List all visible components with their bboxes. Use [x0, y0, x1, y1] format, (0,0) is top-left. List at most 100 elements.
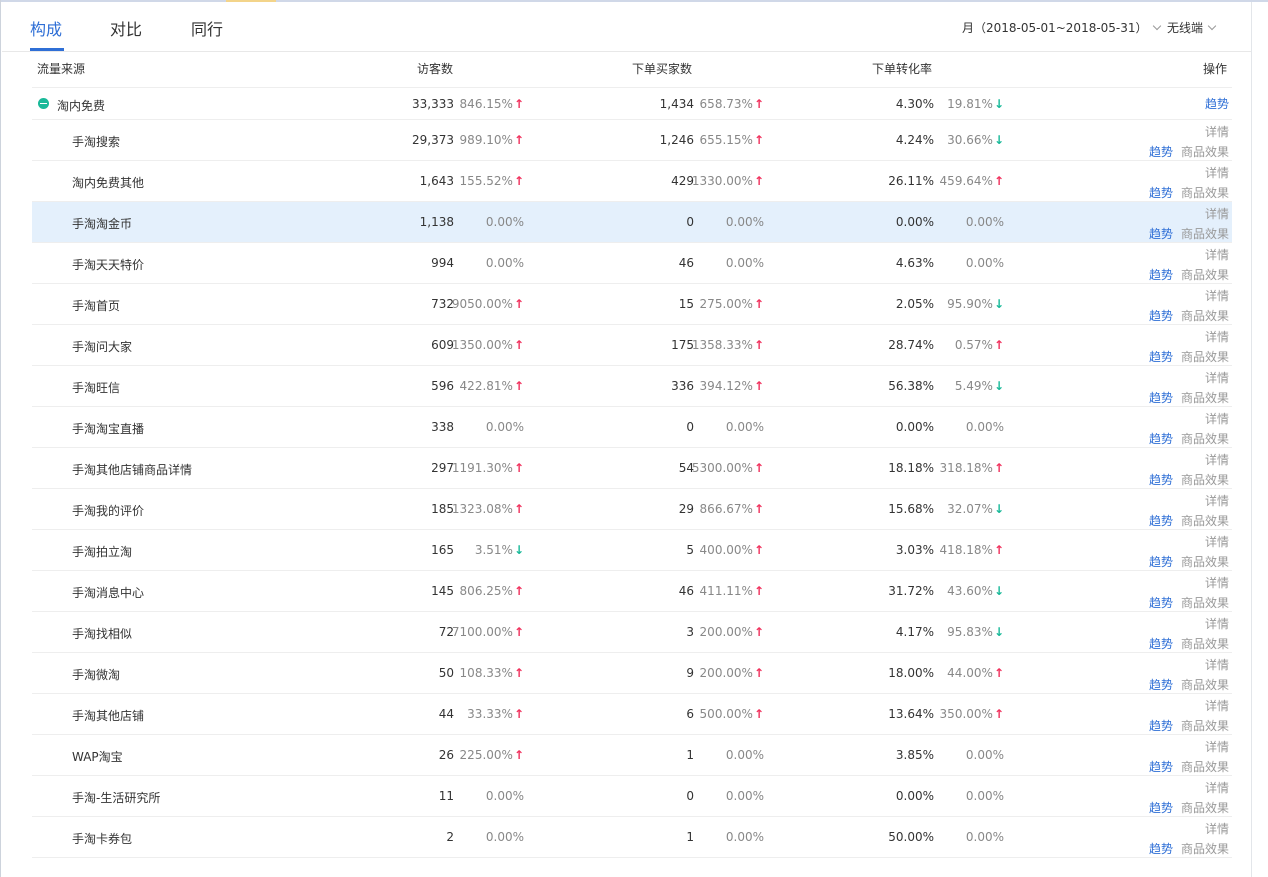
table-row[interactable]: 手淘天天特价 994 0.00% 46 0.00% 4.63% 0.00% 详情…	[32, 243, 1232, 284]
tab-compare[interactable]: 对比	[110, 20, 143, 39]
goods-effect-link[interactable]: 商品效果	[1180, 309, 1229, 323]
detail-link[interactable]: 详情	[1204, 781, 1229, 795]
goods-effect-link[interactable]: 商品效果	[1180, 719, 1229, 733]
buyers-value: 46	[678, 256, 694, 270]
trend-link[interactable]: 趋势	[1148, 473, 1173, 487]
chevron-down-icon	[1152, 21, 1161, 31]
rate-value: 0.00%	[895, 789, 934, 803]
trend-link[interactable]: 趋势	[1148, 596, 1173, 610]
table-row[interactable]: 手淘问大家 609 1350.00%↑ 175 1358.33%↑ 28.74%…	[32, 325, 1232, 366]
table-row[interactable]: 手淘旺信 596 422.81%↑ 336 394.12%↑ 56.38% 5.…	[32, 366, 1232, 407]
goods-effect-link[interactable]: 商品效果	[1180, 760, 1229, 774]
trend-link[interactable]: 趋势	[1148, 145, 1173, 159]
trend-link[interactable]: 趋势	[1148, 555, 1173, 569]
collapse-icon[interactable]	[38, 98, 49, 109]
goods-effect-link[interactable]: 商品效果	[1180, 514, 1229, 528]
source-name: 手淘问大家	[72, 340, 133, 354]
header-visitors[interactable]: 访客数	[417, 62, 454, 76]
table-row[interactable]: 淘内免费其他 1,643 155.52%↑ 429 1330.00%↑ 26.1…	[32, 161, 1232, 202]
rate-value: 4.17%	[895, 625, 934, 639]
trend-link[interactable]: 趋势	[1148, 719, 1173, 733]
visitors-value: 44	[438, 707, 454, 721]
goods-effect-link[interactable]: 商品效果	[1180, 227, 1229, 241]
goods-effect-link[interactable]: 商品效果	[1180, 473, 1229, 487]
device-select[interactable]: 无线端	[1167, 19, 1217, 36]
detail-link[interactable]: 详情	[1204, 207, 1229, 221]
row-ops: 详情 趋势 商品效果	[1149, 368, 1229, 408]
trend-link[interactable]: 趋势	[1148, 760, 1173, 774]
trend-link[interactable]: 趋势	[1148, 637, 1173, 651]
trend-link[interactable]: 趋势	[1148, 227, 1173, 241]
header-buyers[interactable]: 下单买家数	[632, 62, 693, 76]
detail-link[interactable]: 详情	[1204, 453, 1229, 467]
header-rate[interactable]: 下单转化率	[872, 62, 933, 76]
trend-link[interactable]: 趋势	[1204, 97, 1229, 111]
source-name: 手淘淘金币	[72, 217, 133, 231]
table-row-parent[interactable]: 淘内免费 33,333 846.15%↑ 1,434 658.73%↑ 4.30…	[32, 88, 1232, 120]
source-name: 手淘-生活研究所	[72, 791, 161, 805]
tab-peers[interactable]: 同行	[191, 20, 224, 39]
goods-effect-link[interactable]: 商品效果	[1180, 432, 1229, 446]
table-row[interactable]: 手淘卡券包 2 0.00% 1 0.00% 50.00% 0.00% 详情 趋势…	[32, 817, 1232, 858]
detail-link[interactable]: 详情	[1204, 658, 1229, 672]
rate-change: 44.00%↑	[947, 666, 1004, 680]
table-row[interactable]: 手淘拍立淘 165 3.51%↓ 5 400.00%↑ 3.03% 418.18…	[32, 530, 1232, 571]
detail-link[interactable]: 详情	[1204, 617, 1229, 631]
detail-link[interactable]: 详情	[1204, 740, 1229, 754]
table-row[interactable]: WAP淘宝 26 225.00%↑ 1 0.00% 3.85% 0.00% 详情…	[32, 735, 1232, 776]
table-row[interactable]: 手淘其他店铺商品详情 297 1191.30%↑ 54 5300.00%↑ 18…	[32, 448, 1232, 489]
source-name: 手淘天天特价	[72, 258, 145, 272]
detail-link[interactable]: 详情	[1204, 125, 1229, 139]
detail-link[interactable]: 详情	[1204, 822, 1229, 836]
goods-effect-link[interactable]: 商品效果	[1180, 596, 1229, 610]
goods-effect-link[interactable]: 商品效果	[1180, 801, 1229, 815]
trend-link[interactable]: 趋势	[1148, 186, 1173, 200]
rate-value: 18.18%	[888, 461, 934, 475]
detail-link[interactable]: 详情	[1204, 330, 1229, 344]
table-row[interactable]: 手淘找相似 72 7100.00%↑ 3 200.00%↑ 4.17% 95.8…	[32, 612, 1232, 653]
trend-link[interactable]: 趋势	[1148, 391, 1173, 405]
trend-link[interactable]: 趋势	[1148, 350, 1173, 364]
goods-effect-link[interactable]: 商品效果	[1180, 391, 1229, 405]
trend-link[interactable]: 趋势	[1148, 514, 1173, 528]
table-row[interactable]: 手淘消息中心 145 806.25%↑ 46 411.11%↑ 31.72% 4…	[32, 571, 1232, 612]
goods-effect-link[interactable]: 商品效果	[1180, 350, 1229, 364]
table-row[interactable]: 手淘微淘 50 108.33%↑ 9 200.00%↑ 18.00% 44.00…	[32, 653, 1232, 694]
header-ops: 操作	[1203, 62, 1228, 76]
row-ops: 详情 趋势 商品效果	[1149, 163, 1229, 203]
detail-link[interactable]: 详情	[1204, 289, 1229, 303]
table-row[interactable]: 手淘-生活研究所 11 0.00% 0 0.00% 0.00% 0.00% 详情…	[32, 776, 1232, 817]
trend-link[interactable]: 趋势	[1148, 842, 1173, 856]
goods-effect-link[interactable]: 商品效果	[1180, 555, 1229, 569]
trend-link[interactable]: 趋势	[1148, 678, 1173, 692]
detail-link[interactable]: 详情	[1204, 412, 1229, 426]
trend-link[interactable]: 趋势	[1148, 309, 1173, 323]
table-row[interactable]: 手淘其他店铺 44 33.33%↑ 6 500.00%↑ 13.64% 350.…	[32, 694, 1232, 735]
table-row[interactable]: 手淘搜索 29,373 989.10%↑ 1,246 655.15%↑ 4.24…	[32, 120, 1232, 161]
goods-effect-link[interactable]: 商品效果	[1180, 186, 1229, 200]
visitors-change: 225.00%↑	[459, 748, 524, 762]
table-row[interactable]: 手淘淘金币 1,138 0.00% 0 0.00% 0.00% 0.00% 详情…	[32, 202, 1232, 243]
detail-link[interactable]: 详情	[1204, 699, 1229, 713]
table-row[interactable]: 手淘首页 732 9050.00%↑ 15 275.00%↑ 2.05% 95.…	[32, 284, 1232, 325]
detail-link[interactable]: 详情	[1204, 371, 1229, 385]
goods-effect-link[interactable]: 商品效果	[1180, 678, 1229, 692]
goods-effect-link[interactable]: 商品效果	[1180, 637, 1229, 651]
detail-link[interactable]: 详情	[1204, 576, 1229, 590]
tab-composition[interactable]: 构成	[30, 20, 63, 39]
goods-effect-link[interactable]: 商品效果	[1180, 145, 1229, 159]
period-select[interactable]: 月（2018-05-01~2018-05-31）	[962, 19, 1161, 36]
detail-link[interactable]: 详情	[1204, 248, 1229, 262]
detail-link[interactable]: 详情	[1204, 535, 1229, 549]
trend-link[interactable]: 趋势	[1148, 268, 1173, 282]
buyers-change: 1358.33%↑	[691, 338, 764, 352]
goods-effect-link[interactable]: 商品效果	[1180, 842, 1229, 856]
source-name: 手淘我的评价	[72, 504, 145, 518]
trend-link[interactable]: 趋势	[1148, 432, 1173, 446]
detail-link[interactable]: 详情	[1204, 166, 1229, 180]
detail-link[interactable]: 详情	[1204, 494, 1229, 508]
table-row[interactable]: 手淘淘宝直播 338 0.00% 0 0.00% 0.00% 0.00% 详情 …	[32, 407, 1232, 448]
trend-link[interactable]: 趋势	[1148, 801, 1173, 815]
table-row[interactable]: 手淘我的评价 185 1323.08%↑ 29 866.67%↑ 15.68% …	[32, 489, 1232, 530]
goods-effect-link[interactable]: 商品效果	[1180, 268, 1229, 282]
